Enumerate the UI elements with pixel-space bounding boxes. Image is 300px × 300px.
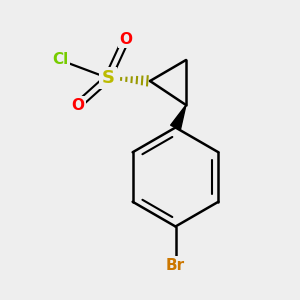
Text: O: O <box>71 98 85 112</box>
Text: Cl: Cl <box>52 52 68 68</box>
Polygon shape <box>171 105 186 130</box>
Text: O: O <box>119 32 133 46</box>
Text: Br: Br <box>166 258 185 273</box>
Text: S: S <box>101 69 115 87</box>
